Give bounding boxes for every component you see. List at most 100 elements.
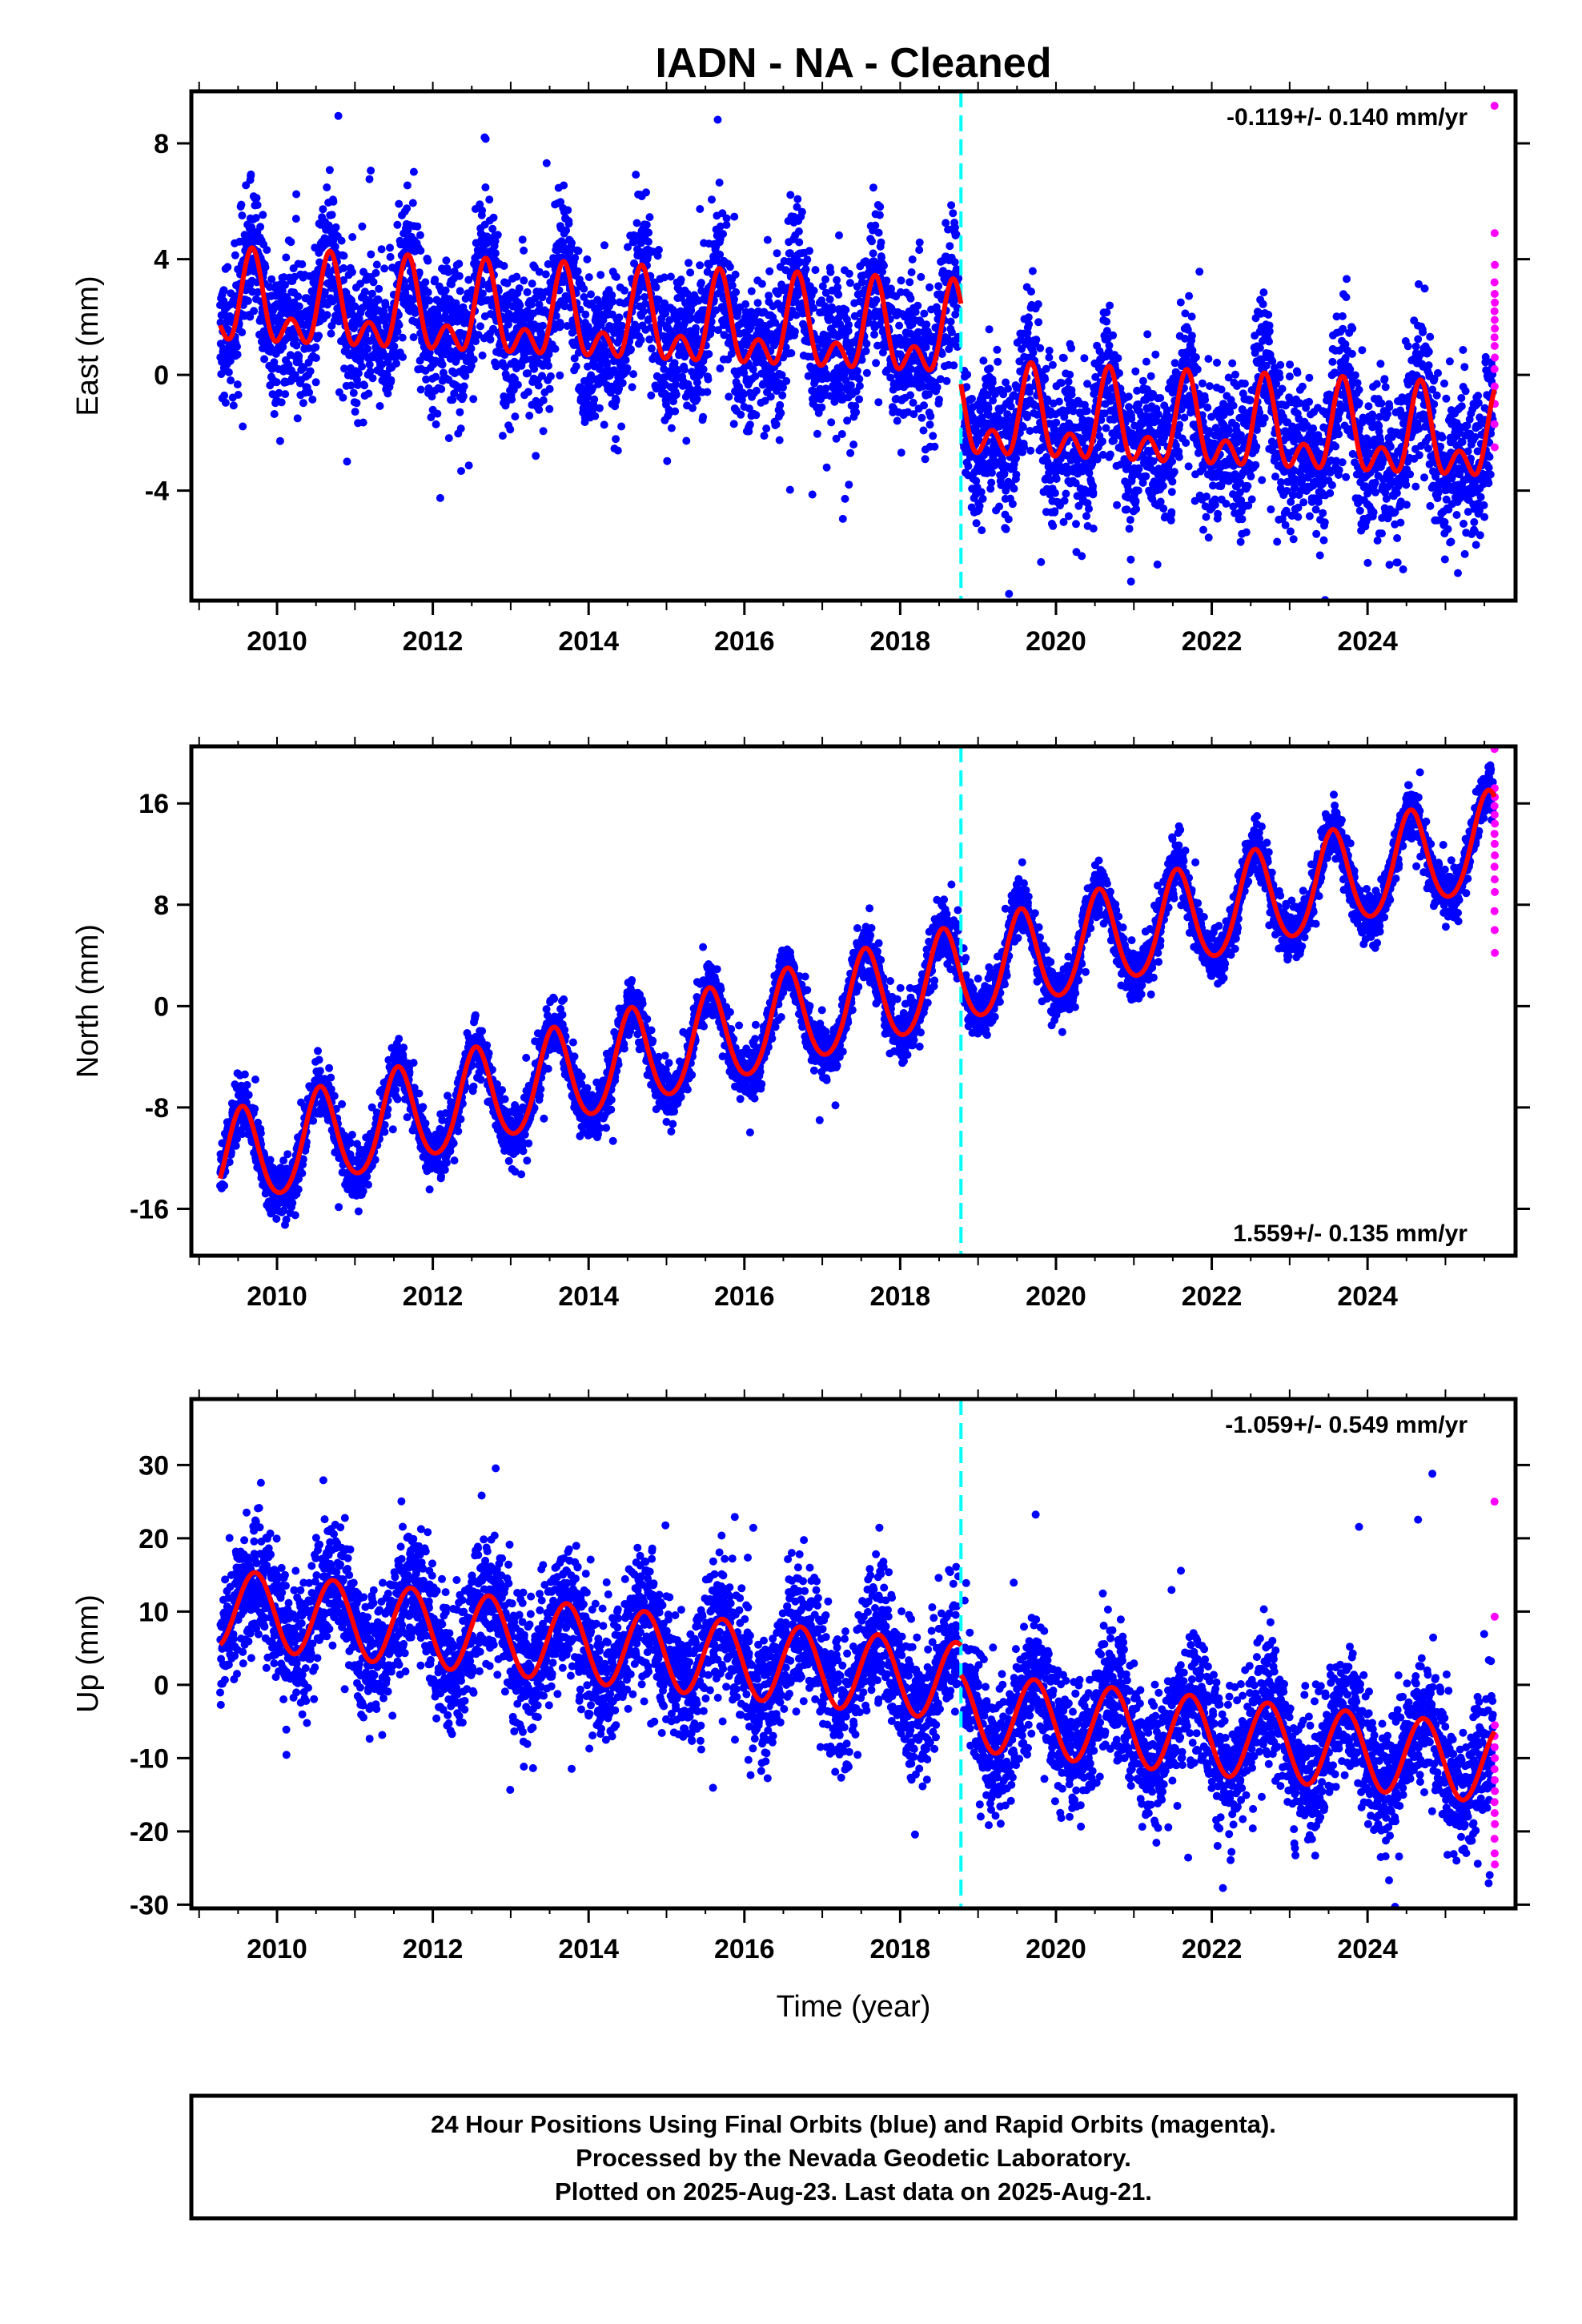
east-final-point — [488, 224, 497, 233]
east-final-point — [237, 200, 246, 209]
east-final-point — [728, 281, 737, 290]
east-final-point — [612, 435, 620, 444]
east-final-point — [627, 345, 635, 354]
east-final-point — [1276, 360, 1285, 369]
east-final-point — [1182, 439, 1191, 447]
east-final-point — [1132, 505, 1141, 513]
east-final-point — [1050, 489, 1059, 497]
east-final-point — [281, 280, 289, 289]
east-final-point — [437, 384, 446, 393]
east-final-point — [708, 195, 716, 204]
east-final-point — [368, 374, 377, 383]
east-final-point — [339, 393, 347, 402]
east-final-point — [492, 362, 500, 371]
east-final-point — [584, 322, 592, 331]
east-final-point — [813, 429, 821, 438]
east-final-point — [838, 514, 847, 523]
east-final-point — [645, 213, 654, 222]
east-final-point — [827, 418, 836, 427]
east-final-point — [942, 376, 951, 385]
east-final-point — [793, 195, 802, 203]
east-final-point — [686, 385, 695, 394]
east-final-point — [460, 382, 468, 391]
east-final-point — [1187, 332, 1196, 340]
east-final-point — [877, 238, 885, 247]
east-final-point — [920, 309, 929, 318]
east-final-point — [395, 320, 404, 329]
east-final-point — [968, 395, 976, 403]
east-final-point — [640, 293, 649, 301]
east-final-point — [704, 375, 713, 384]
east-final-point — [481, 135, 490, 143]
east-final-point — [481, 183, 490, 191]
east-final-point — [503, 279, 512, 287]
east-final-point — [1156, 394, 1165, 402]
east-final-point — [242, 181, 251, 190]
east-final-point — [535, 405, 544, 414]
east-final-point — [367, 250, 375, 259]
east-final-point — [834, 290, 843, 299]
east-final-point — [915, 238, 924, 247]
east-final-point — [935, 396, 943, 404]
east-final-point — [431, 275, 440, 284]
east-final-point — [632, 293, 641, 302]
east-final-point — [979, 356, 988, 365]
east-final-point — [846, 448, 855, 457]
east-final-point — [654, 246, 663, 254]
east-final-point — [281, 390, 290, 399]
east-final-point — [1151, 350, 1160, 359]
east-final-point — [972, 519, 981, 528]
east-final-point — [906, 391, 914, 400]
east-final-point — [833, 283, 842, 292]
east-final-point — [372, 260, 381, 269]
east-final-point — [1080, 354, 1089, 363]
east-final-point — [329, 197, 338, 206]
east-final-point — [963, 370, 972, 379]
east-final-point — [375, 402, 384, 410]
east-final-point — [745, 427, 753, 436]
east-final-point — [374, 296, 383, 304]
east-final-point — [457, 467, 465, 476]
east-final-point — [772, 420, 781, 428]
east-final-point — [1259, 300, 1267, 308]
east-final-point — [692, 324, 700, 332]
east-final-point — [416, 231, 424, 239]
east-final-point — [1265, 337, 1273, 346]
east-final-point — [745, 420, 754, 429]
east-final-point — [1089, 489, 1098, 497]
east-final-point — [239, 422, 247, 431]
east-final-point — [621, 356, 630, 364]
east-final-point — [413, 222, 422, 231]
east-final-point — [766, 392, 775, 401]
east-final-point — [371, 268, 380, 277]
east-final-point — [327, 329, 335, 338]
east-final-point — [416, 247, 425, 255]
east-final-point — [708, 324, 717, 333]
east-final-point — [875, 211, 884, 219]
east-final-point — [1126, 577, 1135, 586]
east-final-point — [1255, 344, 1264, 352]
east-final-point — [229, 401, 238, 410]
east-final-point — [787, 349, 796, 357]
east-final-point — [876, 203, 885, 211]
east-final-point — [380, 264, 389, 273]
east-final-point — [623, 364, 632, 372]
east-final-point — [219, 286, 228, 295]
east-final-point — [538, 372, 546, 380]
east-final-point — [612, 272, 620, 281]
east-final-point — [1113, 501, 1122, 509]
east-final-point — [946, 317, 955, 326]
east-final-point — [845, 269, 853, 278]
east-final-point — [291, 215, 300, 223]
east-final-point — [632, 219, 641, 227]
east-final-point — [872, 359, 881, 368]
east-final-point — [528, 279, 536, 288]
east-final-point — [644, 228, 653, 237]
east-final-point — [855, 375, 864, 384]
panels: 2010 2012 2014 2016 2018 2020 2022 2024-4048Eas… — [71, 82, 1530, 1964]
east-final-point — [587, 290, 595, 299]
east-final-point — [1025, 388, 1034, 396]
east-final-point — [564, 206, 572, 215]
east-final-point — [731, 270, 740, 279]
east-final-point — [424, 256, 432, 265]
